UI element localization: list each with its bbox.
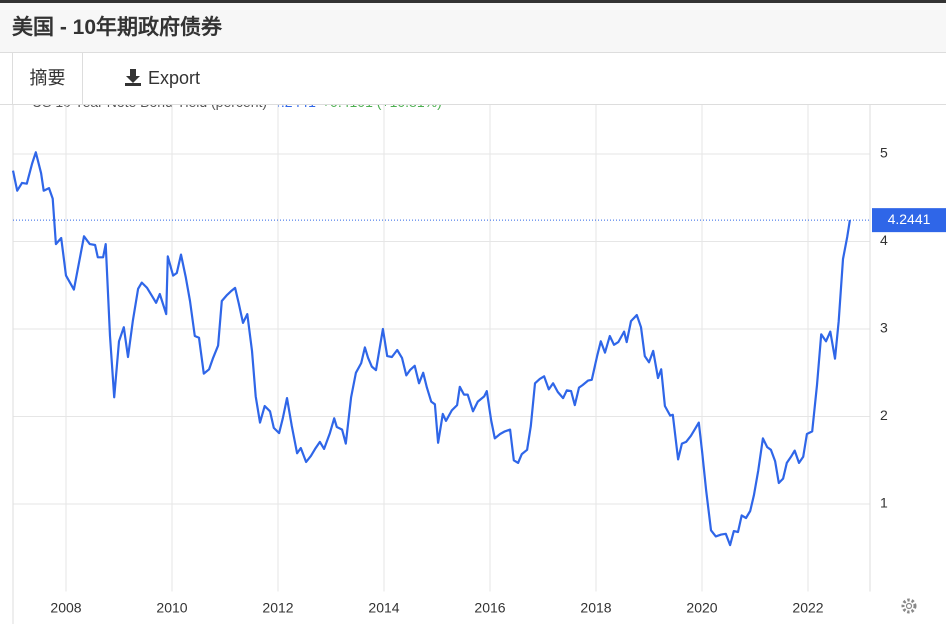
export-label: Export: [148, 68, 201, 88]
y-tick-label: 2: [880, 407, 888, 423]
export-button[interactable]: Export: [124, 53, 200, 104]
tab-summary[interactable]: 摘要: [12, 53, 83, 104]
legend-change: +0.4101 (+10.81%): [322, 105, 442, 110]
legend: US 10 Year Note Bond Yield (percent) 4.24…: [32, 105, 442, 110]
tab-bar: 摘要 Export: [0, 53, 946, 105]
x-tick-label: 2018: [580, 600, 611, 616]
line-series: [11, 151, 851, 547]
y-tick-label: 4: [880, 232, 888, 248]
y-tick-label: 5: [880, 145, 888, 161]
settings-icon[interactable]: [901, 598, 917, 614]
download-icon: [125, 69, 141, 86]
current-value-label: 4.2441: [888, 211, 931, 227]
gear-hole: [905, 602, 913, 610]
y-tick-label: 3: [880, 320, 888, 336]
current-value-box: [872, 208, 946, 233]
y-tick-label: 1: [880, 495, 888, 511]
x-tick-label: 2022: [792, 600, 823, 616]
x-tick-label: 2008: [50, 600, 81, 616]
x-tick-label: 2014: [368, 600, 399, 616]
x-tick-label: 2012: [262, 600, 293, 616]
x-tick-label: 2010: [156, 600, 187, 616]
x-tick-label: 2020: [686, 600, 717, 616]
page-title: 美国 - 10年期政府债券: [0, 3, 946, 53]
x-tick-label: 2016: [474, 600, 505, 616]
legend-name: US 10 Year Note Bond Yield (percent): [32, 105, 267, 110]
legend-value: 4.2441: [273, 105, 316, 110]
chart: US 10 Year Note Bond Yield (percent) 4.24…: [11, 105, 946, 624]
gear-ring: [901, 598, 917, 614]
top-bar: [0, 0, 946, 3]
